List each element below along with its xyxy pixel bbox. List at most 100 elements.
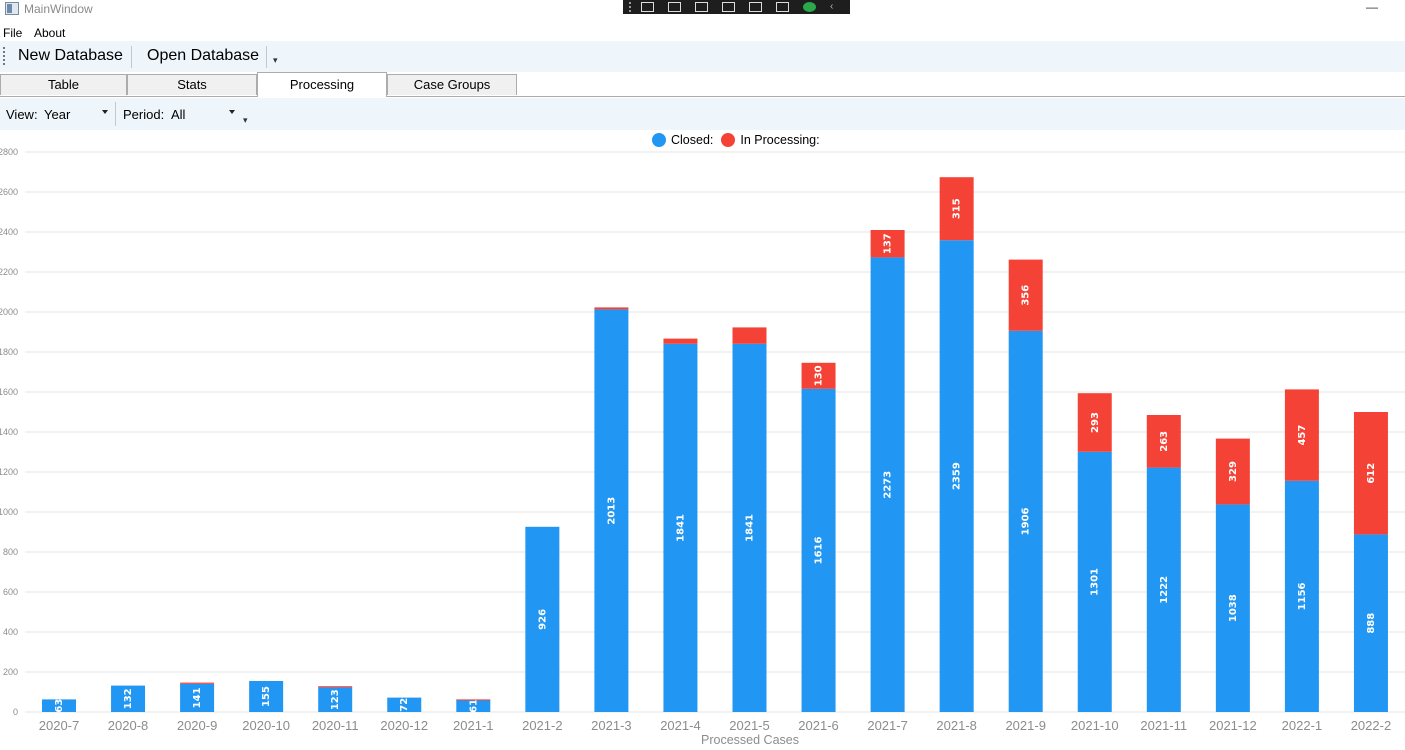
processing-bar[interactable] [594,307,629,310]
closed-bar[interactable] [1215,504,1250,712]
y-tick-label: 2400 [0,227,18,237]
bar-value-label: 2013 [606,497,617,525]
minimize-button[interactable]: — [1366,0,1378,14]
processing-bar[interactable] [870,230,905,258]
processing-bar[interactable] [732,327,767,344]
tab-case-groups[interactable]: Case Groups [387,74,517,95]
processing-bar[interactable] [1008,259,1043,331]
y-tick-label: 2000 [0,307,18,317]
closed-bar[interactable] [801,388,836,712]
period-dropdown-arrow-icon[interactable] [229,110,235,114]
bar-value-label: 1616 [814,536,825,564]
closed-bar[interactable] [318,687,353,712]
bar-value-label: 457 [1297,425,1308,446]
y-tick-label: 1000 [0,507,18,517]
processing-stacked-bar-chart: 0 200 400 600 800 1000 1200 1400 1600 1800 2000 220… [0,147,1405,747]
closed-bar[interactable] [939,240,974,712]
filter-overflow-icon[interactable]: ▾ [243,115,248,125]
closed-bar[interactable] [1284,480,1319,712]
open-database-button[interactable]: Open Database [147,47,260,64]
processing-bar[interactable] [456,699,491,701]
bar-value-label: 315 [952,198,963,219]
toolbar-overflow-icon[interactable]: ▾ [273,55,278,65]
clipboard-icon[interactable] [722,2,735,12]
pointer-tool-icon[interactable] [695,2,708,12]
closed-bar[interactable] [1008,330,1043,712]
tab-table[interactable]: Table [0,74,127,95]
closed-bar[interactable] [180,683,215,712]
toolbar-grip-icon[interactable] [3,47,7,65]
new-database-button[interactable]: New Database [18,47,123,64]
y-tick-label: 1800 [0,347,18,357]
cursor-capture-icon[interactable] [749,2,762,12]
closed-bar[interactable] [387,697,422,712]
chart-legend: Closed: In Processing: [652,133,828,147]
closed-bar[interactable] [525,526,560,712]
bar-value-label: 926 [537,609,548,630]
closed-bar[interactable] [1353,534,1388,712]
x-axis-title: Processed Cases [701,733,799,747]
closed-bar[interactable] [249,681,284,712]
window-capture-icon[interactable] [668,2,681,12]
grip-icon[interactable] [629,2,635,12]
processing-bar[interactable] [1284,389,1319,481]
bar-value-label: 63 [54,699,65,713]
x-tick-label: 2020-7 [39,718,79,733]
processing-bar[interactable] [1077,393,1112,452]
bar-value-label: 130 [814,365,825,386]
period-select[interactable]: All [171,107,186,122]
processing-bar[interactable] [180,682,215,684]
tab-stats[interactable]: Stats [127,74,257,95]
y-tick-label: 800 [3,547,18,557]
bar-value-label: 61 [468,699,479,713]
processing-bar[interactable] [939,177,974,241]
view-dropdown-arrow-icon[interactable] [102,110,108,114]
processing-bar[interactable] [1146,415,1181,468]
menu-about[interactable]: About [34,26,66,40]
processing-bar[interactable] [801,362,836,389]
closed-bar[interactable] [594,309,629,712]
app-window-icon [5,2,19,15]
view-select[interactable]: Year [44,107,71,122]
x-tick-label: 2021-1 [453,718,493,733]
x-tick-label: 2020-11 [312,718,359,733]
bar-value-label: 1841 [745,514,756,542]
x-tick-label: 2021-11 [1140,718,1187,733]
bar-value-label: 2273 [883,471,894,499]
closed-bar[interactable] [42,699,76,712]
view-label: View: [6,107,38,122]
filter-bar: View: Year Period: All ▾ [0,98,1405,130]
chevron-left-icon[interactable]: ‹ [830,1,834,12]
closed-bar[interactable] [456,699,491,712]
closed-bar[interactable] [1077,451,1112,712]
bar-value-label: 1156 [1297,582,1308,610]
x-tick-label: 2021-9 [1005,718,1045,733]
closed-bar[interactable] [111,685,146,712]
closed-bar[interactable] [1146,467,1181,712]
bar-value-label: 137 [883,233,894,254]
menu-file[interactable]: File [3,26,23,40]
y-tick-label: 0 [13,707,18,717]
y-tick-label: 2800 [0,147,18,157]
toolbar-separator [131,46,132,68]
check-icon[interactable] [803,2,816,12]
bar-value-label: 1906 [1021,507,1032,535]
processing-bar[interactable] [663,338,698,344]
processing-bar[interactable] [318,686,353,688]
closed-bar[interactable] [732,343,767,712]
closed-bar[interactable] [870,257,905,712]
window-title: MainWindow [24,2,93,16]
bar-value-label: 888 [1366,613,1377,634]
processing-bar[interactable] [1353,412,1388,535]
record-icon[interactable] [776,2,789,12]
bar-value-label: 123 [330,689,341,710]
closed-bar[interactable] [663,343,698,712]
y-tick-label: 1200 [0,467,18,477]
y-tick-label: 200 [3,667,18,677]
x-tick-label: 2020-8 [108,718,148,733]
tab-processing[interactable]: Processing [257,72,387,97]
bar-value-label: 132 [123,688,134,709]
select-tool-icon[interactable] [641,2,654,12]
processing-bar[interactable] [1215,438,1250,505]
x-tick-label: 2022-2 [1351,718,1391,733]
